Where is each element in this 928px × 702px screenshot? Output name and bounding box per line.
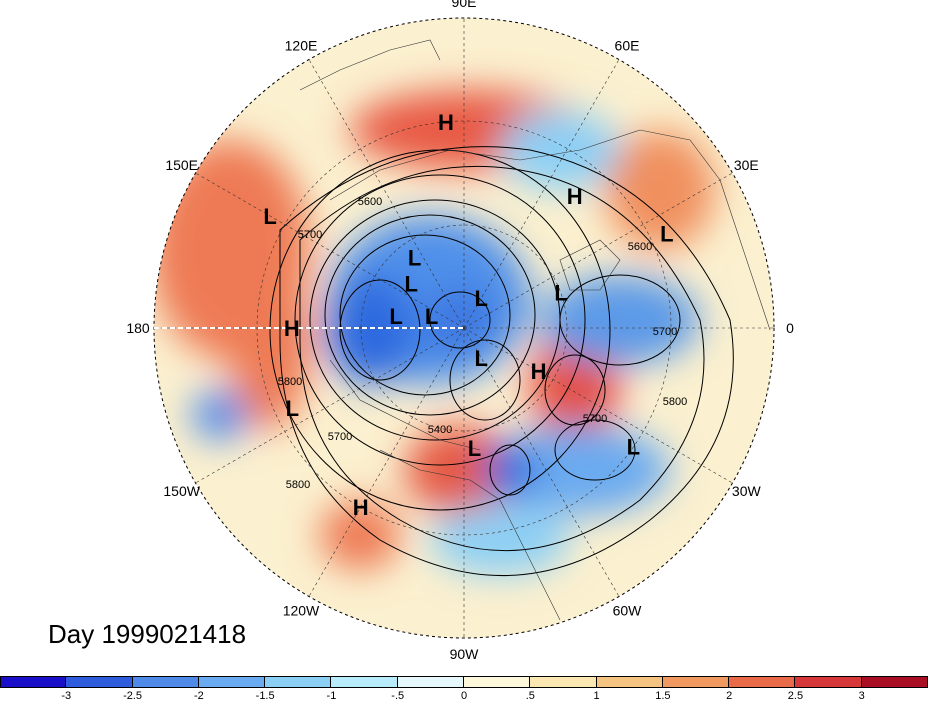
high-pressure-marker: H <box>531 359 547 384</box>
low-pressure-marker: L <box>468 436 481 461</box>
colorbar-swatch <box>66 676 133 688</box>
low-pressure-marker: L <box>263 204 276 229</box>
longitude-label: 60W <box>613 602 643 618</box>
longitude-labels: 90E 60E 30E 0 30W 60W 90W 120W 150W 180 150E 120E <box>126 0 794 662</box>
colorbar-tick-label: 0 <box>460 690 468 702</box>
colorbar-swatch <box>596 676 663 688</box>
contour-label: 5700 <box>583 413 607 425</box>
high-pressure-marker: H <box>567 184 583 209</box>
colorbar-tick-label: -2 <box>193 690 204 702</box>
low-pressure-marker: L <box>405 272 418 297</box>
contour-label: 5800 <box>286 479 310 491</box>
contour-label: 5700 <box>298 229 322 241</box>
colorbar-swatch <box>132 676 199 688</box>
longitude-label: 30W <box>732 483 762 499</box>
longitude-label: 150E <box>165 157 198 173</box>
graticule <box>153 17 775 639</box>
coastlines <box>299 39 771 621</box>
colorbar-tick-label: -1.5 <box>255 690 275 702</box>
high-pressure-marker: H <box>438 110 454 135</box>
contour-labels: 5700 5600 5800 5600 5700 5800 5800 5700 5700 5400 <box>278 196 687 491</box>
longitude-label: 30E <box>734 157 759 173</box>
contour-label: 5800 <box>663 396 687 408</box>
colorbar-tick-label: -1 <box>326 690 337 702</box>
low-pressure-marker: L <box>627 435 640 460</box>
low-pressure-marker: L <box>286 396 299 421</box>
contour-label: 5700 <box>653 326 677 338</box>
contour-label: 5400 <box>428 424 452 436</box>
meridian-line <box>308 327 465 597</box>
meridian-line <box>195 327 465 484</box>
colorbar-swatch <box>331 676 398 688</box>
low-pressure-marker: L <box>474 286 487 311</box>
colorbar-swatch <box>397 676 464 688</box>
colorbar-tick-label: .5 <box>525 690 535 702</box>
contour-label: 5600 <box>358 196 382 208</box>
colorbar-tick-label: 1.5 <box>655 690 671 702</box>
contour-label: 5600 <box>628 241 652 253</box>
longitude-label: 90E <box>452 0 477 10</box>
colorbar-swatch <box>265 676 332 688</box>
meridian-line <box>195 172 465 329</box>
meridian-line <box>463 172 733 329</box>
longitude-label: 60E <box>615 38 640 54</box>
date-label: Day 1999021418 <box>48 619 247 649</box>
longitude-label: 150W <box>163 483 200 499</box>
meridian-line <box>463 59 620 329</box>
colorbar-swatch <box>530 676 597 688</box>
longitude-label: 120E <box>285 38 318 54</box>
colorbar-tick-label: -2.5 <box>123 690 143 702</box>
high-pressure-marker: H <box>284 316 300 341</box>
colorbar-swatch <box>0 676 67 688</box>
colorbar-frame <box>0 676 928 688</box>
meridian-line <box>463 327 620 597</box>
low-pressure-marker: L <box>425 304 438 329</box>
low-pressure-marker: L <box>408 245 421 270</box>
low-pressure-marker: L <box>389 304 402 329</box>
meridian-line <box>308 59 465 329</box>
height-contours <box>269 146 734 577</box>
colorbar-tick-label: -.5 <box>391 690 405 702</box>
colorbar-tick-label: -3 <box>61 690 72 702</box>
contour-label: 5700 <box>328 431 352 443</box>
polar-map: 5700 5600 5800 5600 5700 5800 5800 5700 5700 5400… <box>126 0 794 662</box>
low-pressure-marker: L <box>474 346 487 371</box>
contour-label: 5800 <box>278 376 302 388</box>
longitude-label: 90W <box>450 646 480 662</box>
low-pressure-marker: L <box>660 221 673 246</box>
colorbar-tick-label: 2 <box>726 690 733 702</box>
colorbar-tick-label: 2.5 <box>787 690 804 702</box>
colorbar-tick-label: 3 <box>858 690 865 702</box>
colorbar-swatch <box>198 676 266 688</box>
anomaly-field <box>154 18 774 638</box>
colorbar-swatch <box>464 676 531 688</box>
colorbar-swatch <box>795 676 862 688</box>
colorbar-tick-label: 1 <box>593 690 600 702</box>
longitude-label: 0 <box>786 320 794 336</box>
meridian-line <box>463 327 733 484</box>
longitude-label: 120W <box>283 602 320 618</box>
colorbar: -3 -2.5 -2 -1.5 -1 -.5 0 .5 1 1.5 2 2.5 3 <box>0 676 928 702</box>
high-pressure-marker: H <box>353 495 369 520</box>
colorbar-swatch <box>729 676 796 688</box>
longitude-label: 180 <box>126 320 150 336</box>
colorbar-swatch <box>662 676 730 688</box>
low-pressure-marker: L <box>554 281 567 306</box>
